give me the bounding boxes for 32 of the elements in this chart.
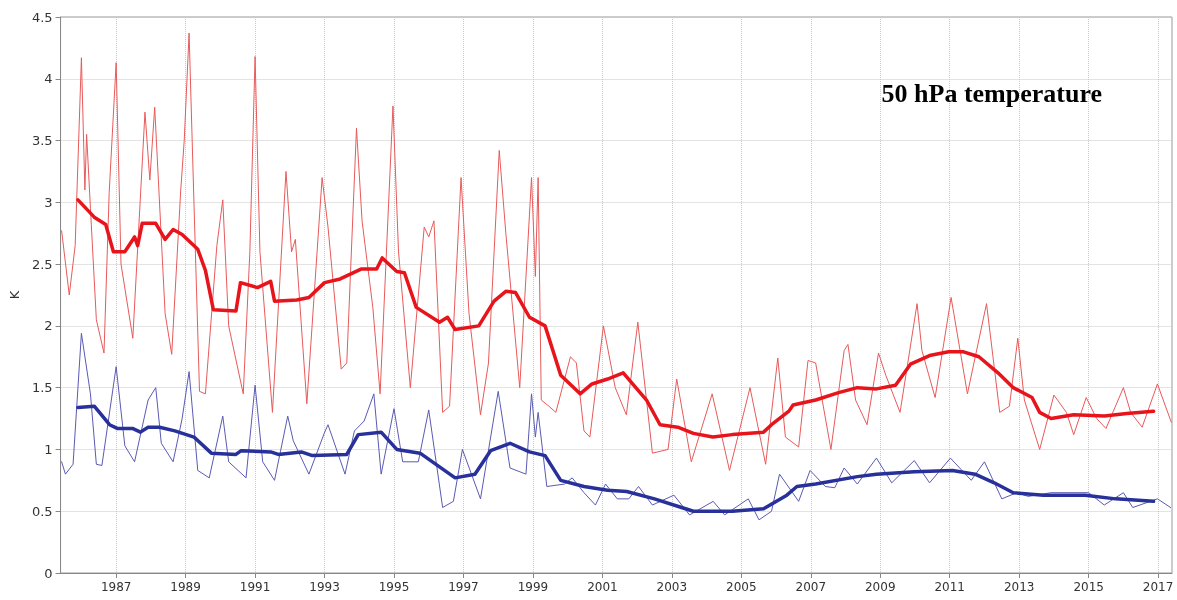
y-axis-title: K [7,290,22,300]
y-tick-label: 0 [44,565,53,581]
y-tick-label: 4.5 [31,9,53,25]
y-tick-label: 1.5 [31,380,53,396]
x-tick-label: 1987 [100,580,132,594]
x-tick-label: 2017 [1142,580,1174,594]
y-tick-label: 1 [44,441,53,457]
x-tick-label: 2009 [864,580,896,594]
x-tick-label: 2015 [1073,580,1104,594]
x-tick-label: 1991 [239,580,271,594]
line-series [61,332,1172,521]
line-series [61,32,1172,471]
x-tick-label: 2013 [1003,580,1035,594]
x-tick-label: 1989 [170,580,201,594]
y-tick-label: 0.5 [31,503,53,519]
y-tick-label: 3.5 [31,133,53,149]
line-series [76,198,1156,439]
x-tick-label: 2005 [726,580,757,594]
x-tick-label: 1993 [309,580,340,594]
x-tick-label: 1997 [448,580,479,594]
x-tick-label: 2011 [934,580,965,594]
x-tick-label: 2001 [587,580,618,594]
y-tick-label: 2.5 [31,256,53,272]
x-tick-label: 2007 [795,580,827,594]
x-tick-label: 1999 [517,580,549,594]
text: 50 hPa temperature [881,78,1102,108]
x-tick-label: 1995 [378,580,410,594]
y-tick-label: 4 [44,71,53,87]
x-tick-label: 2003 [656,580,688,594]
line-series [76,404,1156,513]
y-tick-label: 2 [44,318,53,334]
y-tick-label: 3 [44,194,53,210]
